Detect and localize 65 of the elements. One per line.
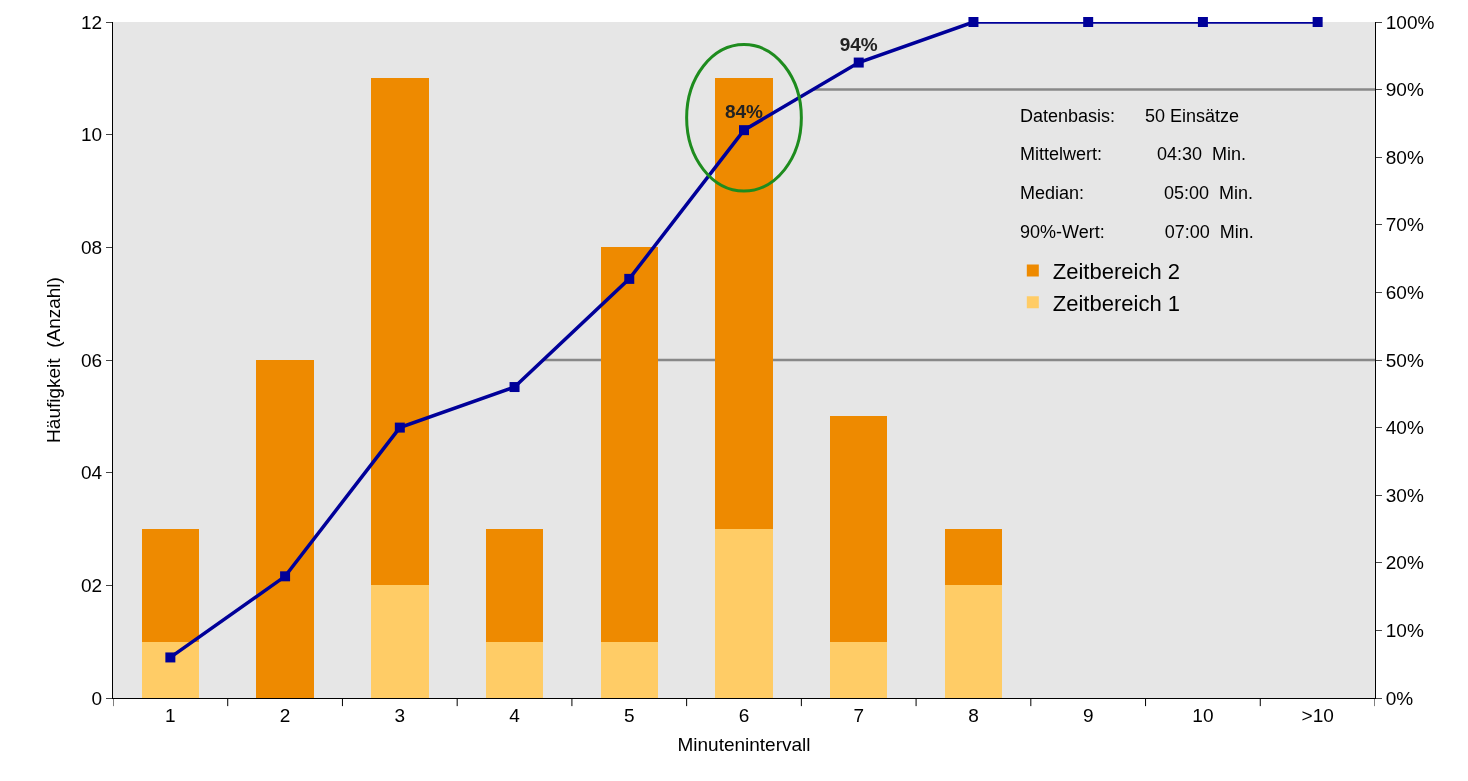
annotation: Datenbasis: 50 Einsätze xyxy=(1020,106,1240,126)
point xyxy=(280,571,291,582)
y-axis-title: Häufigkeit (Anzahl) xyxy=(42,277,64,443)
x-tick-label: 6 xyxy=(738,704,750,726)
y-tick-label: 08 xyxy=(81,236,103,258)
annotation: Mittelwert: 04:30 Min. xyxy=(1020,144,1247,164)
y2-tick-label: 20% xyxy=(1385,552,1424,574)
legend-label: Zeitbereich 2 xyxy=(1052,259,1180,285)
y2-tick-label: 80% xyxy=(1385,146,1424,168)
y2-tick-label: 100% xyxy=(1385,11,1435,33)
x-tick-label: 2 xyxy=(279,704,291,726)
point xyxy=(853,57,864,68)
y-tick-label: 0 xyxy=(91,687,103,709)
x-axis-title: Minutenintervall xyxy=(677,733,811,755)
point xyxy=(1197,17,1208,27)
bar xyxy=(715,78,773,529)
point xyxy=(394,422,405,433)
bar xyxy=(715,529,773,698)
bar xyxy=(256,360,314,698)
bar xyxy=(371,78,429,586)
data-label: 84% xyxy=(724,101,764,123)
annotation: 90%-Wert: 07:00 Min. xyxy=(1020,222,1254,242)
point xyxy=(1312,17,1323,27)
x-tick-label: >10 xyxy=(1301,704,1334,726)
annotation: Median: 05:00 Min. xyxy=(1020,183,1254,203)
x-tick-label: 4 xyxy=(509,704,521,726)
bar xyxy=(830,416,888,642)
bar xyxy=(485,641,544,698)
y2-tick-label: 0% xyxy=(1385,687,1414,709)
x-tick-label: 8 xyxy=(968,704,979,726)
legend-label: Zeitbereich 1 xyxy=(1052,290,1180,316)
bar xyxy=(141,641,200,698)
point xyxy=(509,382,520,393)
bar xyxy=(371,585,429,698)
bar xyxy=(485,529,544,642)
y-tick-label: 10 xyxy=(81,124,103,146)
x-tick-label: 7 xyxy=(853,704,865,726)
y2-tick-label: 60% xyxy=(1385,282,1424,304)
data-label: 94% xyxy=(839,33,878,55)
y2-tick-label: 40% xyxy=(1385,417,1424,439)
point xyxy=(165,652,176,663)
x-tick-label: 5 xyxy=(623,704,635,726)
y2-tick-label: 30% xyxy=(1385,484,1424,506)
x-tick-label: 10 xyxy=(1192,704,1214,726)
bar xyxy=(600,641,658,698)
x-tick-label: 3 xyxy=(394,704,406,726)
point xyxy=(1083,17,1094,27)
point xyxy=(968,17,979,27)
point xyxy=(739,125,749,136)
bar xyxy=(830,641,888,698)
bar xyxy=(944,529,1003,586)
y2-tick-label: 50% xyxy=(1385,349,1424,371)
y-tick-label: 06 xyxy=(81,349,103,371)
x-tick-label: 9 xyxy=(1082,704,1094,726)
y-tick-label: 02 xyxy=(81,574,103,596)
bar xyxy=(600,247,658,642)
x-tick-label: 1 xyxy=(165,704,176,726)
bar xyxy=(141,529,200,642)
point xyxy=(624,273,635,284)
bar xyxy=(944,585,1003,698)
y2-tick-label: 70% xyxy=(1385,214,1424,236)
y-tick-label: 12 xyxy=(81,11,103,33)
y2-tick-label: 90% xyxy=(1385,79,1424,101)
y2-tick-label: 10% xyxy=(1385,620,1424,642)
y-tick-label: 04 xyxy=(81,462,103,484)
